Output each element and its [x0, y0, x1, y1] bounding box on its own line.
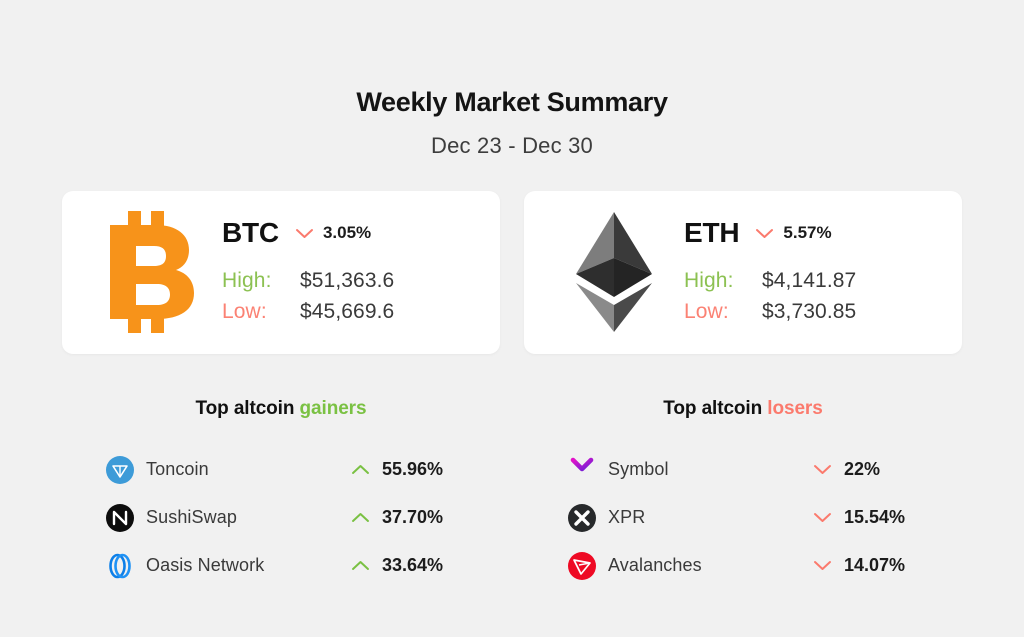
- list-item-pct: 33.64%: [382, 555, 444, 576]
- coin-card-eth[interactable]: ETH 5.57% High: $4,141.87 Low: $3,730.85: [524, 190, 962, 354]
- losers-title-prefix: Top altcoin: [663, 397, 768, 419]
- list-item[interactable]: Oasis Network 33.64%: [62, 542, 500, 590]
- list-item-name: Toncoin: [146, 459, 209, 480]
- coin-low-label: Low:: [222, 300, 267, 324]
- list-item-name: XPR: [608, 507, 646, 528]
- list-item-pct: 37.70%: [382, 507, 444, 528]
- list-item-change: 14.07%: [794, 555, 918, 576]
- sushiswap-icon: [105, 503, 135, 533]
- chevron-down-icon: [295, 228, 313, 238]
- coin-cards: BTC 3.05% High: $51,363.6 Low: $45,669.6: [0, 190, 1024, 354]
- list-item-name: Oasis Network: [146, 555, 265, 576]
- coin-low-label: Low:: [684, 300, 729, 324]
- list-item[interactable]: Symbol 22%: [524, 446, 962, 494]
- coin-change: 3.05%: [295, 223, 371, 243]
- coin-low-value: $45,669.6: [300, 300, 395, 324]
- list-item[interactable]: Toncoin 55.96%: [62, 446, 500, 494]
- oasis-icon: [105, 551, 135, 581]
- list-item-pct: 14.07%: [844, 555, 906, 576]
- list-item[interactable]: SushiSwap 37.70%: [62, 494, 500, 542]
- chevron-down-icon: [756, 228, 774, 238]
- coin-symbol: ETH: [684, 217, 740, 249]
- coin-card-body: BTC 3.05% High: $51,363.6 Low: $45,669.6: [216, 213, 490, 331]
- coin-high-row: High: $4,141.87: [684, 269, 952, 293]
- coin-change-pct: 3.05%: [322, 223, 372, 243]
- symbol-icon: [567, 455, 597, 485]
- list-item[interactable]: Avalanches 14.07%: [524, 542, 962, 590]
- list-item-name: Avalanches: [608, 555, 702, 576]
- gainers-title-prefix: Top altcoin: [195, 397, 300, 419]
- list-item-change: 55.96%: [332, 459, 456, 480]
- list-item-name: SushiSwap: [146, 507, 237, 528]
- coin-high-value: $51,363.6: [300, 269, 395, 293]
- coin-header-row: BTC 3.05%: [222, 217, 490, 249]
- coin-card-btc[interactable]: BTC 3.05% High: $51,363.6 Low: $45,669.6: [62, 190, 500, 354]
- list-item-change: 22%: [794, 459, 918, 480]
- coin-high-row: High: $51,363.6: [222, 269, 490, 293]
- coin-low-value: $3,730.85: [762, 300, 857, 324]
- coin-high-label: High:: [222, 269, 272, 293]
- list-item-change: 15.54%: [794, 507, 918, 528]
- coin-low-row: Low: $45,669.6: [222, 300, 490, 324]
- page-title: Weekly Market Summary: [356, 87, 668, 117]
- list-item-pct: 15.54%: [844, 507, 906, 528]
- list-item-change: 37.70%: [332, 507, 456, 528]
- bitcoin-icon: [88, 211, 216, 334]
- chevron-down-icon: [814, 561, 831, 571]
- xpr-icon: [567, 503, 597, 533]
- chevron-up-icon: [352, 465, 369, 475]
- date-range: Dec 23 - Dec 30: [431, 132, 593, 158]
- list-item-pct: 22%: [844, 459, 881, 480]
- chevron-down-icon: [814, 513, 831, 523]
- losers-column: Top altcoin losers Sy: [524, 398, 962, 590]
- chevron-up-icon: [352, 513, 369, 523]
- gainers-title-accent: gainers: [299, 397, 367, 419]
- losers-title-accent: losers: [767, 397, 823, 419]
- coin-low-row: Low: $3,730.85: [684, 300, 952, 324]
- coin-card-body: ETH 5.57% High: $4,141.87 Low: $3,730.85: [678, 213, 952, 331]
- coin-change: 5.57%: [755, 223, 832, 243]
- altcoin-lists: Top altcoin gainers Toncoin 55.96%: [0, 398, 1024, 590]
- list-item-pct: 55.96%: [382, 459, 444, 480]
- coin-change-pct: 5.57%: [783, 223, 832, 243]
- toncoin-icon: [105, 455, 135, 485]
- list-item-name: Symbol: [608, 459, 669, 480]
- coin-header-row: ETH 5.57%: [684, 217, 952, 249]
- losers-title: Top altcoin losers: [524, 398, 962, 420]
- coin-symbol: BTC: [222, 217, 279, 249]
- coin-high-value: $4,141.87: [762, 269, 857, 293]
- gainers-title: Top altcoin gainers: [62, 398, 500, 420]
- page-header: Weekly Market Summary Dec 23 - Dec 30: [0, 0, 1024, 159]
- chevron-down-icon: [814, 465, 831, 475]
- gainers-column: Top altcoin gainers Toncoin 55.96%: [62, 398, 500, 590]
- list-item-change: 33.64%: [332, 555, 456, 576]
- list-item[interactable]: XPR 15.54%: [524, 494, 962, 542]
- avalanches-icon: [567, 551, 597, 581]
- chevron-up-icon: [352, 561, 369, 571]
- ethereum-icon: [550, 212, 678, 333]
- coin-high-label: High:: [684, 269, 734, 293]
